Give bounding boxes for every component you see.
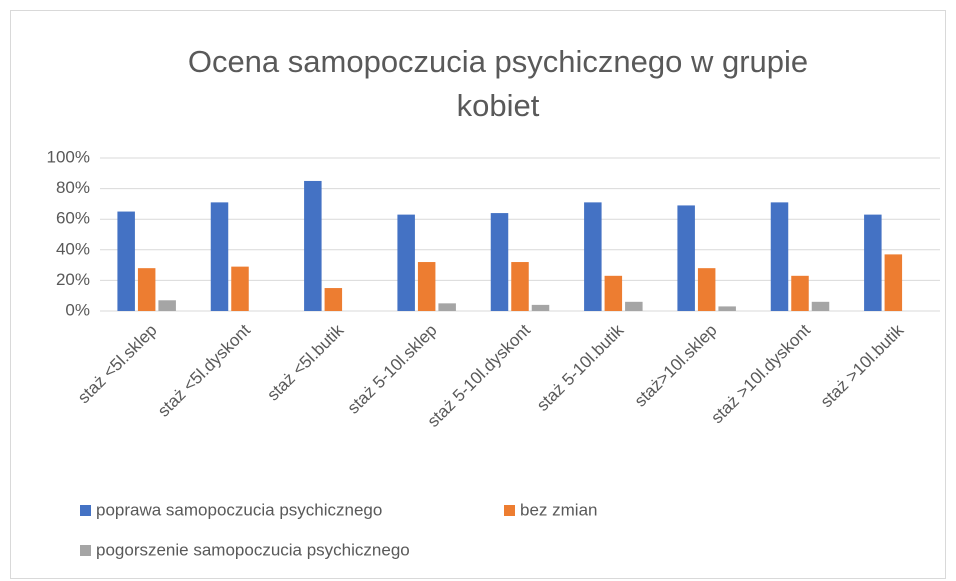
y-tick-label: 20% [56,270,90,289]
bar [604,275,623,311]
legend-label: bez zmian [520,500,597,519]
legend-swatch [80,545,91,556]
legend-swatch [80,505,91,516]
bar [438,303,456,311]
bar [117,211,135,311]
legend-label: pogorszenie samopoczucia psychicznego [96,540,410,559]
bar [324,288,343,311]
chart-title: Ocena samopoczucia psychicznego w grupie… [187,44,809,123]
bar [884,254,903,311]
bar [770,202,789,311]
legend-label: poprawa samopoczucia psychicznego [96,500,382,519]
bar [811,301,830,311]
bar [584,202,602,311]
bar [625,301,643,311]
bar [231,266,249,311]
bar [531,304,550,311]
y-tick-label: 100% [47,147,90,166]
y-tick-label: 0% [65,300,90,319]
y-tick-label: 80% [56,178,90,197]
bar [490,213,509,311]
bar [210,202,229,311]
bar [158,300,176,311]
bar [697,268,716,311]
bar [718,306,736,311]
bar [791,275,809,311]
bar [417,262,436,311]
bar [137,268,156,311]
y-tick-label: 60% [56,209,90,228]
bar [677,205,695,311]
legend-swatch [504,505,515,516]
chart-border [10,10,946,579]
bar [304,180,322,311]
bar [397,214,415,311]
bar [864,214,882,311]
bar [511,262,529,311]
y-tick-label: 40% [56,239,90,258]
